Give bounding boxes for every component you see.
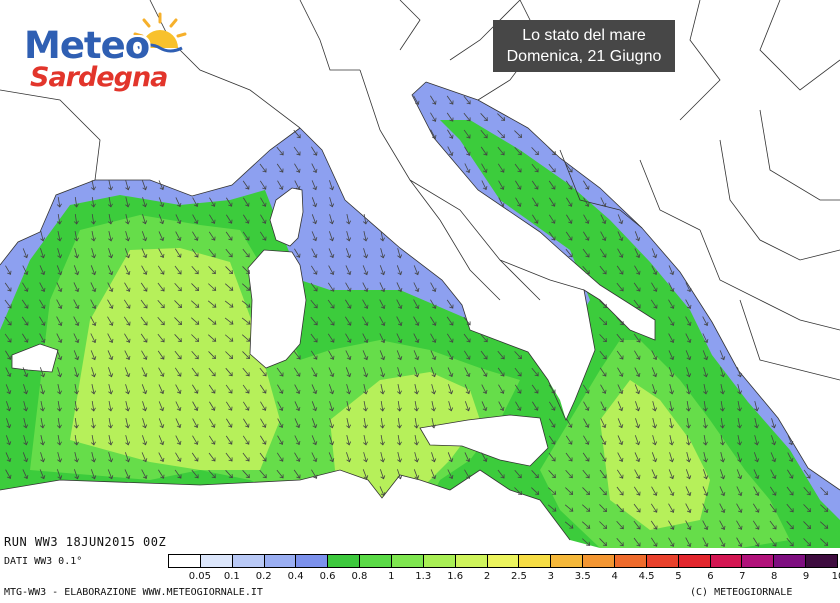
legend-swatch bbox=[169, 555, 201, 567]
legend-tick-label: 7 bbox=[739, 571, 746, 582]
map-date: Domenica, 21 Giugno bbox=[506, 48, 662, 65]
legend-swatch bbox=[264, 555, 297, 567]
data-source-label: DATI WW3 0.1° bbox=[4, 556, 83, 567]
footer-copyright: (C) METEOGIORNALE bbox=[690, 587, 793, 598]
wave-map bbox=[0, 0, 840, 548]
legend-tick-label: 0.2 bbox=[255, 571, 272, 582]
legend-tick-label: 0.1 bbox=[223, 571, 240, 582]
logo-text-meteo: Meteo bbox=[24, 24, 150, 67]
logo-text-sardegna: Sardegna bbox=[30, 62, 168, 93]
legend-swatch bbox=[423, 555, 456, 567]
legend-swatch bbox=[551, 555, 584, 567]
legend-tick-label: 1 bbox=[388, 571, 395, 582]
political-borders bbox=[0, 0, 840, 541]
legend-swatch bbox=[583, 555, 616, 567]
legend-swatch bbox=[200, 555, 233, 567]
legend-swatch bbox=[646, 555, 679, 567]
legend-swatch bbox=[455, 555, 488, 567]
legend-swatch bbox=[678, 555, 711, 567]
map-title-box: Lo stato del mare Domenica, 21 Giugno bbox=[493, 20, 675, 72]
legend-tick-label: 3.5 bbox=[574, 571, 591, 582]
legend-tick-label: 3 bbox=[547, 571, 555, 582]
legend-swatch bbox=[328, 555, 361, 567]
legend-tick-label: 1.6 bbox=[447, 571, 464, 582]
legend-tick-label: 2.5 bbox=[510, 571, 527, 582]
legend-tick-label: 0.8 bbox=[351, 571, 368, 582]
legend-tick-label: 6 bbox=[707, 571, 714, 582]
legend-tick-label: 4.5 bbox=[638, 571, 655, 582]
legend-swatch bbox=[392, 555, 424, 567]
legend-tick-label: 9 bbox=[802, 571, 810, 582]
legend-tick-label: 0.4 bbox=[287, 571, 304, 582]
run-label: RUN WW3 18JUN2015 00Z bbox=[4, 535, 167, 549]
map-title: Lo stato del mare bbox=[522, 27, 646, 44]
legend-tick-label: 2 bbox=[483, 571, 491, 582]
legend-swatch bbox=[742, 555, 775, 567]
legend-swatch bbox=[360, 555, 393, 567]
legend-tick-label: 8 bbox=[771, 571, 778, 582]
legend-tick-label: 0.05 bbox=[188, 571, 212, 582]
legend-swatch bbox=[487, 555, 520, 567]
legend-swatch bbox=[615, 555, 647, 567]
legend-tick-label: 0.6 bbox=[319, 571, 336, 582]
legend-tick-label: 4 bbox=[611, 571, 618, 582]
legend-tick-label: 1.3 bbox=[415, 571, 432, 582]
legend-swatch bbox=[519, 555, 552, 567]
wave-height-legend-bar bbox=[168, 554, 839, 568]
legend-swatch bbox=[296, 555, 329, 567]
legend-tick-label: 10 bbox=[831, 571, 840, 582]
legend-swatch bbox=[710, 555, 743, 567]
legend-swatch bbox=[774, 555, 807, 567]
footer-credits: MTG-WW3 - ELABORAZIONE WWW.METEOGIORNALE… bbox=[4, 587, 263, 598]
sun-icon bbox=[133, 12, 187, 53]
meteo-sardegna-logo: Meteo Sardegna bbox=[22, 10, 187, 93]
legend-tick-label: 5 bbox=[675, 571, 682, 582]
legend-swatch bbox=[232, 555, 265, 567]
legend-swatch bbox=[806, 555, 839, 567]
wave-height-legend-labels: 0.05 0.1 0.2 0.4 0.6 0.8 1 1.3 1.6 2 2.5 3 3.5 4 4.5 5 6… bbox=[168, 571, 840, 585]
